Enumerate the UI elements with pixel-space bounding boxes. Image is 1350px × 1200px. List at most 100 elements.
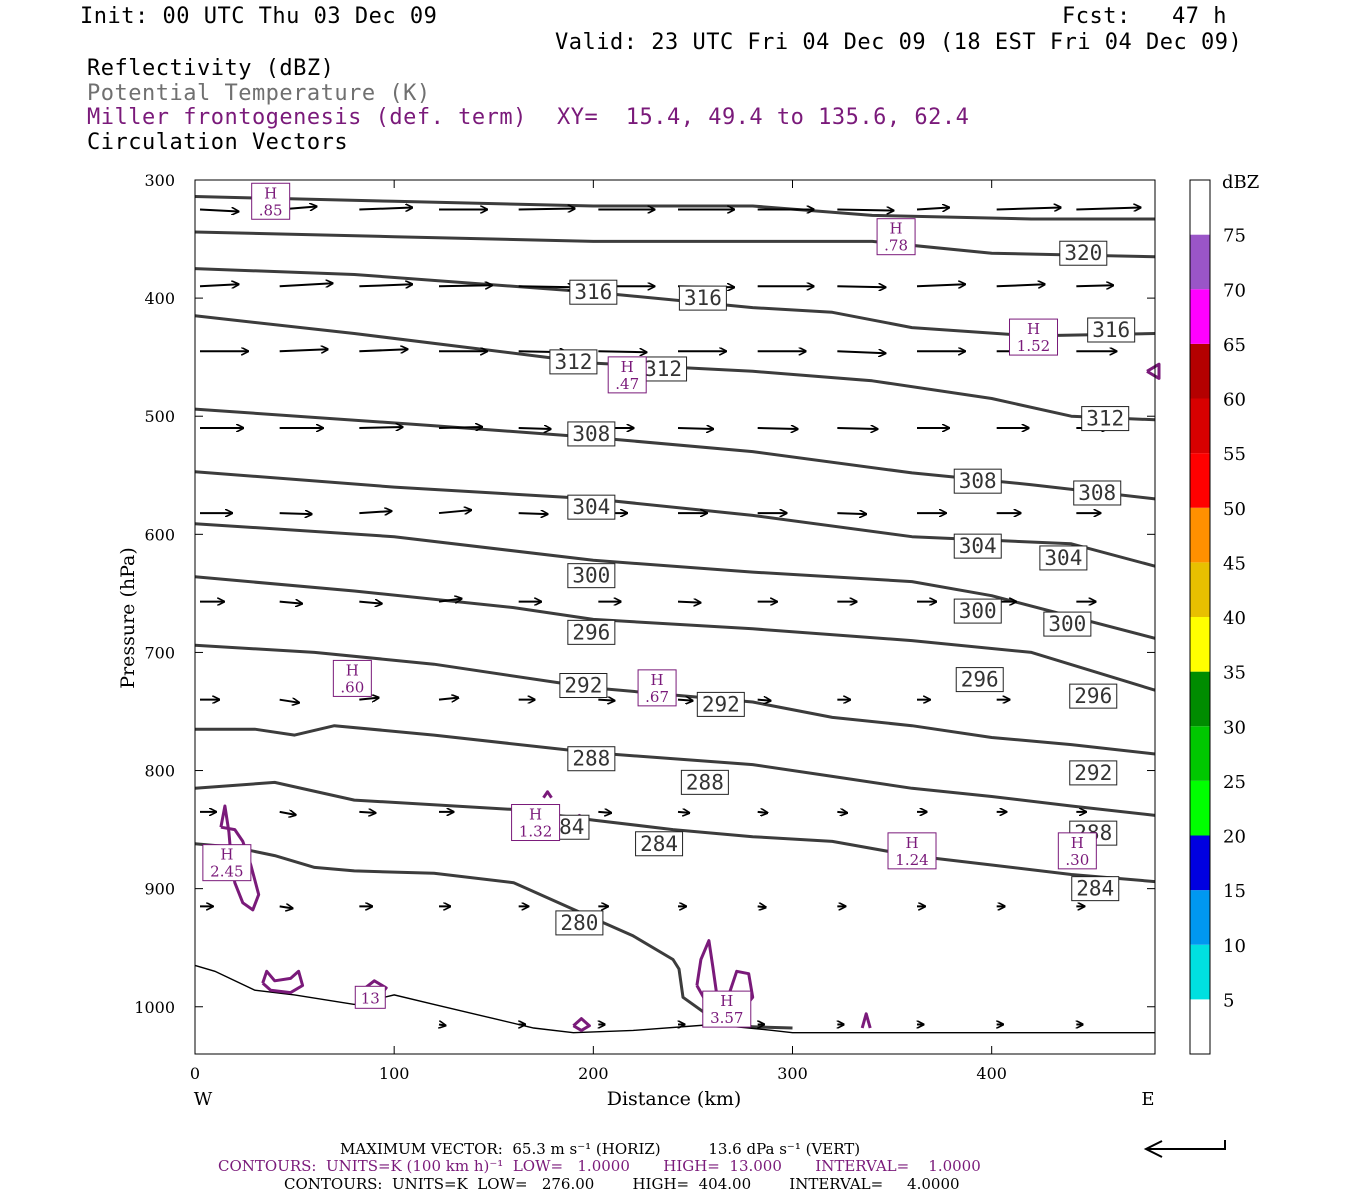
colorbar-swatch	[1190, 562, 1210, 617]
colorbar-level-label: 10	[1223, 936, 1246, 957]
circulation-vector	[279, 812, 296, 815]
colorbar-level-label: 60	[1223, 390, 1246, 411]
frontogenesis-max-value: 1.52	[1017, 337, 1050, 355]
circulation-vector	[438, 510, 471, 513]
circulation-vector	[359, 602, 381, 604]
frontogenesis-max-letter: H	[264, 184, 277, 202]
frontogenesis-max-letter: H	[651, 671, 664, 689]
colorbar-frame	[1189, 179, 1211, 1055]
frontogenesis-max-value: .47	[615, 375, 639, 393]
colorbar-swatch	[1190, 507, 1210, 563]
x-tick-label: 300	[777, 1064, 808, 1083]
colorbar-level-label: 75	[1223, 226, 1246, 247]
frontogenesis-max-value: .67	[645, 688, 669, 706]
colorbar-title: dBZ	[1222, 172, 1259, 193]
circulation-vector	[677, 700, 692, 701]
theta-label: 280	[560, 911, 598, 935]
theta-label-box	[635, 831, 684, 857]
frontogenesis-max-value: 1.24	[895, 851, 928, 869]
field-circulation-vectors: Circulation Vectors	[87, 130, 349, 155]
init-time: Init: 00 UTC Thu 03 Dec 09	[80, 4, 438, 29]
theta-contour-292	[194, 643, 1156, 756]
y-tick-label: 800	[144, 762, 175, 781]
theta-label-box	[569, 279, 618, 305]
theta-label-box	[1073, 480, 1122, 506]
circulation-vector	[438, 698, 458, 700]
circulation-vector	[757, 906, 766, 907]
colorbar-level-label: 15	[1223, 881, 1246, 902]
frontogenesis-max-box	[202, 844, 252, 882]
theta-label: 316	[684, 286, 722, 310]
colorbar-swatch	[1190, 289, 1210, 344]
frontogenesis-max-box	[887, 832, 937, 870]
colorbar-swatch	[1190, 890, 1210, 945]
circulation-vector	[518, 428, 551, 429]
circulation-vector	[837, 351, 885, 353]
x-tick-label: 100	[379, 1064, 410, 1083]
theta-label: 288	[572, 747, 610, 771]
theta-label-box	[696, 691, 745, 717]
theta-contour-300	[194, 522, 1156, 640]
circulation-vector	[279, 513, 312, 514]
x-tick-label: 0	[190, 1064, 200, 1083]
circulation-vector	[279, 700, 299, 703]
theta-label-box	[1087, 317, 1136, 343]
circulation-vector	[598, 351, 646, 352]
colorbar-swatch	[1190, 398, 1210, 454]
theta-label: 304	[959, 534, 997, 558]
y-tick-label: 500	[144, 407, 175, 426]
theta-contour-320	[194, 230, 1156, 259]
circulation-vector	[598, 812, 611, 813]
x-tick-label: 200	[578, 1064, 609, 1083]
theta-label: 312	[554, 350, 592, 374]
frontogenesis-max-value: 13	[361, 989, 380, 1007]
colorbar-swatch	[1190, 944, 1210, 1000]
circulation-vector	[1076, 208, 1140, 210]
circulation-vector	[677, 428, 713, 429]
theta-label: 308	[1078, 481, 1116, 505]
theta-label: 316	[574, 280, 612, 304]
frontogenesis-max-box	[332, 659, 372, 697]
theta-label-box	[1039, 545, 1088, 571]
theta-label-box	[1071, 876, 1120, 902]
theta-contour-324	[194, 195, 1155, 221]
y-tick-label: 700	[144, 643, 175, 662]
theta-label-box	[1069, 683, 1118, 709]
theta-label: 304	[1044, 546, 1082, 570]
theta-label: 304	[572, 495, 610, 519]
frontogenesis-max-value: .30	[1065, 851, 1089, 869]
cross-section-coordinates: XY= 15.4, 49.4 to 135.6, 62.4	[557, 105, 970, 130]
reference-vector	[1143, 1140, 1226, 1158]
theta-label: 300	[959, 599, 997, 623]
circulation-vector	[677, 812, 689, 813]
colorbar-level-label: 35	[1223, 663, 1246, 684]
theta-label-box	[953, 533, 1002, 559]
colorbar-swatch	[1190, 453, 1210, 508]
frontogenesis-max-letter: H	[720, 992, 733, 1010]
colorbar-level-label: 65	[1223, 335, 1246, 356]
frontogenesis-contour	[542, 790, 553, 799]
circulation-vector	[916, 208, 949, 210]
plot-frame	[194, 179, 1156, 1055]
circulation-vector	[439, 1024, 445, 1025]
circulation-vector	[518, 209, 575, 210]
frontogenesis-max-letter: H	[1027, 320, 1040, 338]
theta-label: 292	[564, 674, 602, 698]
circulation-vector	[279, 349, 328, 351]
theta-label: 316	[1092, 318, 1130, 342]
circulation-vector	[518, 513, 548, 514]
maximum-vector-note: MAXIMUM VECTOR: 65.3 m s⁻¹ (HORIZ) 13.6 …	[340, 1140, 861, 1158]
theta-label: 312	[1086, 407, 1124, 431]
y-axis-title: Pressure (hPa)	[117, 547, 139, 689]
theta-contour-308	[194, 407, 1156, 501]
circulation-vector	[199, 284, 238, 286]
theta-label: 284	[1076, 877, 1114, 901]
colorbar-level-label: 5	[1223, 990, 1234, 1011]
theta-contour-288	[195, 724, 1156, 817]
colorbar-level-label: 40	[1223, 608, 1246, 629]
colorbar-level-label: 55	[1223, 444, 1246, 465]
theta-label: 292	[702, 692, 740, 716]
theta-contour-note: CONTOURS: UNITS=K LOW= 276.00 HIGH= 404.…	[284, 1175, 960, 1193]
frontogenesis-max-value: .60	[340, 678, 364, 696]
